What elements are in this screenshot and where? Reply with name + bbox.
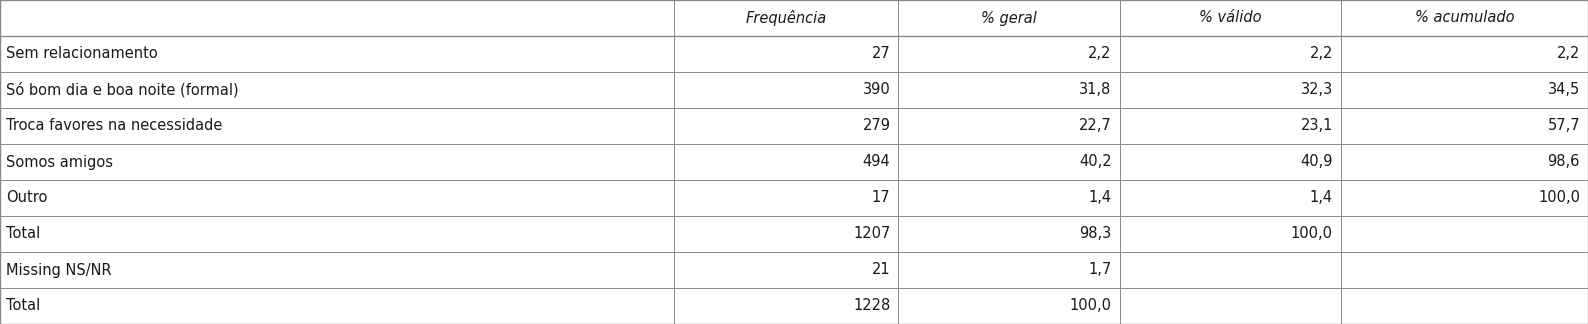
Text: 1,4: 1,4 [1310,191,1332,205]
Text: 279: 279 [862,119,891,133]
Text: Somos amigos: Somos amigos [6,155,113,169]
Text: 100,0: 100,0 [1070,298,1112,314]
Text: 57,7: 57,7 [1547,119,1580,133]
Text: 23,1: 23,1 [1301,119,1332,133]
Text: 1207: 1207 [853,226,891,241]
Text: 31,8: 31,8 [1080,83,1112,98]
Text: 2,2: 2,2 [1556,47,1580,62]
Text: Frequência: Frequência [745,10,827,26]
Text: Total: Total [6,226,40,241]
Text: 2,2: 2,2 [1088,47,1112,62]
Text: 32,3: 32,3 [1301,83,1332,98]
Text: 98,6: 98,6 [1548,155,1580,169]
Text: 100,0: 100,0 [1291,226,1332,241]
Text: 1228: 1228 [853,298,891,314]
Text: 390: 390 [862,83,891,98]
Text: % geral: % geral [981,10,1037,26]
Text: 22,7: 22,7 [1078,119,1112,133]
Text: Outro: Outro [6,191,48,205]
Text: Total: Total [6,298,40,314]
Text: 17: 17 [872,191,891,205]
Text: % acumulado: % acumulado [1415,10,1515,26]
Text: 40,9: 40,9 [1301,155,1332,169]
Text: 1,4: 1,4 [1088,191,1112,205]
Text: 98,3: 98,3 [1080,226,1112,241]
Text: Só bom dia e boa noite (formal): Só bom dia e boa noite (formal) [6,82,238,98]
Text: Missing NS/NR: Missing NS/NR [6,262,111,277]
Text: 40,2: 40,2 [1080,155,1112,169]
Text: Troca favores na necessidade: Troca favores na necessidade [6,119,222,133]
Text: 100,0: 100,0 [1539,191,1580,205]
Text: 34,5: 34,5 [1548,83,1580,98]
Text: 494: 494 [862,155,891,169]
Text: 27: 27 [872,47,891,62]
Text: % válido: % válido [1199,10,1261,26]
Text: 2,2: 2,2 [1310,47,1332,62]
Text: 1,7: 1,7 [1088,262,1112,277]
Text: 21: 21 [872,262,891,277]
Text: Sem relacionamento: Sem relacionamento [6,47,157,62]
